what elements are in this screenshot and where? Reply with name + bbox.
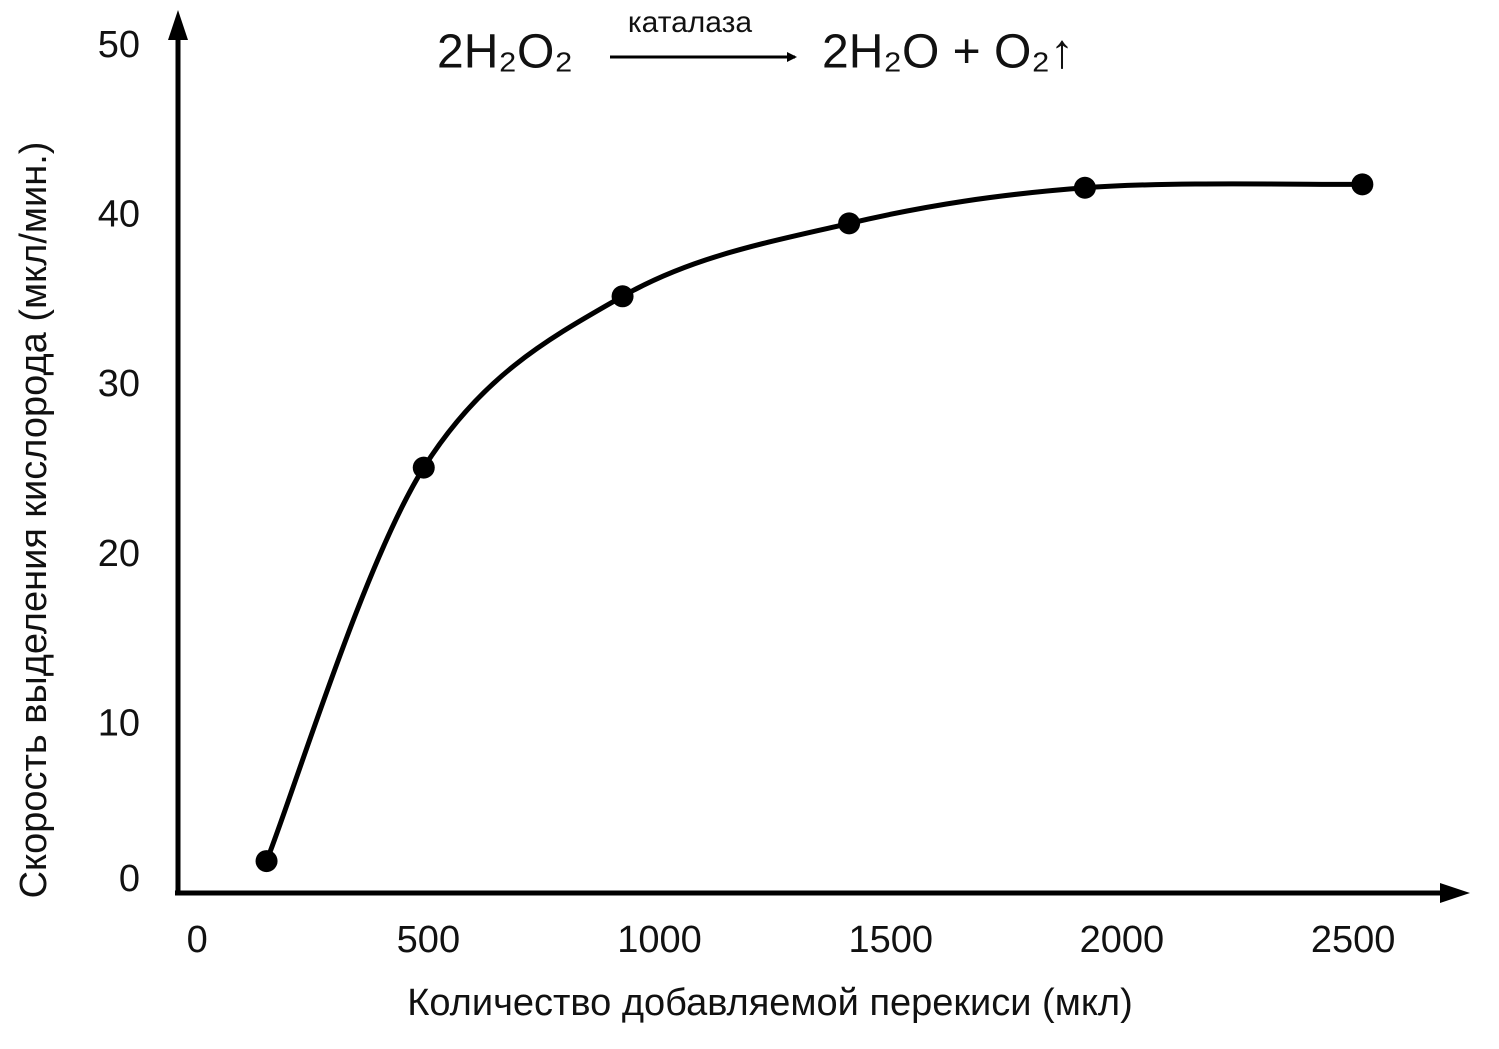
point [611,285,634,308]
y-tick-label: 30 [98,363,140,405]
y-tick-label: 10 [98,702,140,744]
y-tick-label: 20 [98,533,140,575]
x-axis-arrow [1440,883,1470,903]
y-axis-label: Скорость выделения кислорода (мкл/мин.) [13,142,55,899]
catalyst: каталаза [628,6,753,39]
point [1351,173,1374,196]
products: 2H₂O + O₂↑ [822,26,1074,79]
point [838,212,861,235]
x-tick-label: 2000 [1080,919,1165,961]
point [1073,176,1096,199]
y-tick-label: 40 [98,194,140,236]
point [255,850,278,873]
line [264,181,1363,863]
y-tick-label: 0 [119,858,140,900]
x-tick-label: 500 [397,919,460,961]
y-tick-label: 50 [98,24,140,66]
y-axis-arrow [168,10,188,40]
point [412,456,435,479]
x-tick-label: 2500 [1311,919,1396,961]
x-tick-label: 0 [187,919,208,961]
x-tick-label: 1000 [617,919,702,961]
reactants: 2H₂O₂ [437,26,573,79]
x-tick-label: 1500 [848,919,933,961]
x-axis-label: Количество добавляемой перекиси (мкл) [407,982,1132,1024]
